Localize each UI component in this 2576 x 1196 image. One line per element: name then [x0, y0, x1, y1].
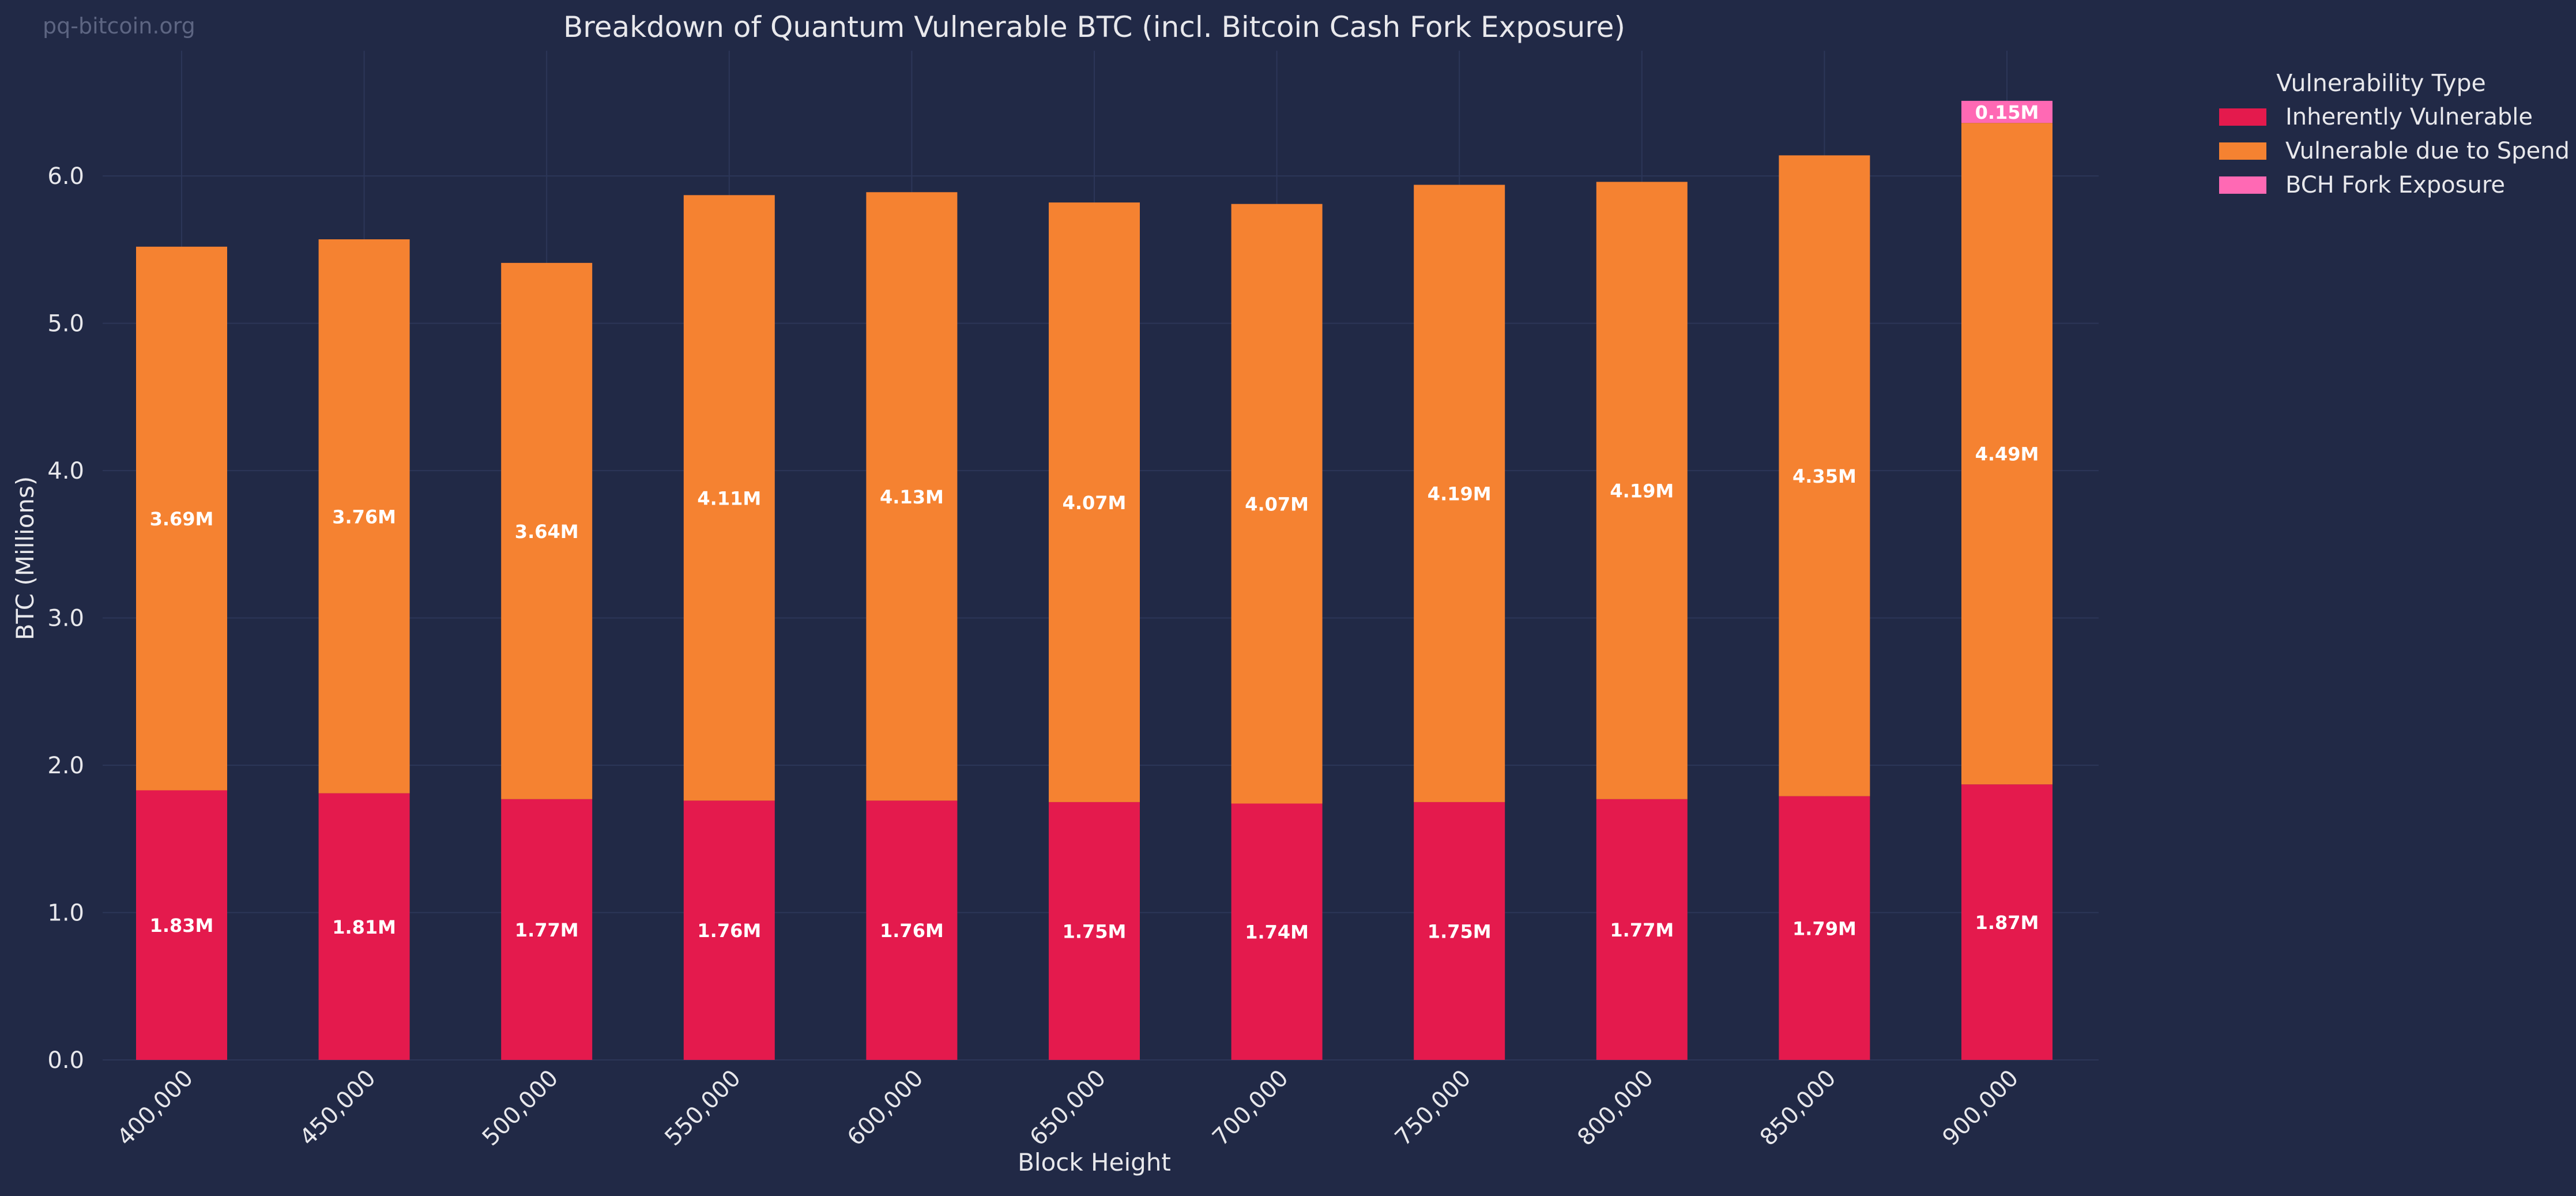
data-label: 1.75M	[1063, 920, 1127, 942]
legend-swatch	[2219, 108, 2266, 126]
y-tick-label: 3.0	[47, 605, 84, 632]
data-label: 1.87M	[1975, 912, 2039, 934]
data-label: 0.15M	[1975, 101, 2039, 123]
bar-segment	[1961, 123, 2052, 785]
data-label: 1.76M	[697, 920, 761, 942]
bars	[136, 100, 2052, 1060]
bar-segment	[1596, 182, 1688, 799]
legend-entry-label: Vulnerable due to Spend	[2285, 138, 2570, 164]
bar-segment	[136, 790, 227, 1060]
data-label: 4.11M	[697, 487, 761, 509]
data-label: 1.77M	[1610, 919, 1674, 941]
bar-segment	[1049, 202, 1140, 802]
chart-title: Breakdown of Quantum Vulnerable BTC (inc…	[563, 10, 1625, 44]
bar-segment	[1961, 784, 2052, 1060]
bar-segment	[136, 246, 227, 791]
data-label: 4.07M	[1063, 492, 1127, 514]
data-label: 1.75M	[1428, 920, 1492, 942]
y-axis-label: BTC (Millions)	[11, 476, 39, 641]
bar-segment	[1049, 802, 1140, 1060]
bar-segment	[1231, 204, 1323, 804]
legend-swatch	[2219, 176, 2266, 194]
legend-entry-label: Inherently Vulnerable	[2285, 104, 2533, 130]
bar-segment	[683, 195, 775, 801]
bar-segment	[1414, 802, 1505, 1060]
data-label: 1.77M	[515, 919, 579, 941]
data-label: 1.76M	[880, 920, 944, 942]
y-axis: 0.0 1.0 2.0 3.0 4.0 5.0 6.0	[47, 163, 84, 1074]
data-label: 4.49M	[1975, 443, 2039, 465]
legend-entry-label: BCH Fork Exposure	[2285, 172, 2505, 198]
y-tick-label: 0.0	[47, 1047, 84, 1074]
y-tick-label: 5.0	[47, 311, 84, 337]
data-label: 1.83M	[150, 915, 214, 937]
data-label: 1.74M	[1245, 922, 1309, 943]
y-tick-label: 2.0	[47, 753, 84, 779]
data-label: 4.07M	[1245, 494, 1309, 516]
legend: Vulnerability Type Inherently Vulnerable…	[2219, 69, 2570, 198]
data-label: 3.69M	[150, 508, 214, 530]
bar-segment	[501, 799, 593, 1060]
data-label: 1.79M	[1792, 917, 1856, 939]
bar-segment	[1414, 185, 1505, 802]
data-label: 4.35M	[1792, 465, 1856, 487]
watermark: pq-bitcoin.org	[43, 13, 195, 39]
data-label: 3.76M	[332, 506, 396, 528]
bar-segment	[1779, 796, 1870, 1060]
data-label: 4.19M	[1610, 480, 1674, 502]
y-tick-label: 4.0	[47, 458, 84, 484]
y-tick-label: 6.0	[47, 163, 84, 190]
bar-segment	[318, 793, 410, 1060]
bar-segment	[318, 239, 410, 793]
data-label: 3.64M	[515, 521, 579, 543]
bar-segment	[1231, 803, 1323, 1060]
legend-title: Vulnerability Type	[2276, 69, 2486, 97]
bar-segment	[866, 800, 958, 1060]
bar-segment	[866, 192, 958, 801]
bar-segment	[501, 262, 593, 799]
data-label: 1.81M	[332, 916, 396, 938]
y-tick-label: 1.0	[47, 900, 84, 927]
bar-segment	[1779, 155, 1870, 796]
data-label: 4.13M	[880, 486, 944, 508]
legend-swatch	[2219, 142, 2266, 160]
x-axis-label: Block Height	[1018, 1148, 1171, 1176]
bar-segment	[683, 800, 775, 1060]
bar-segment	[1961, 100, 2052, 123]
bar-segment	[1596, 799, 1688, 1060]
data-label: 4.19M	[1428, 483, 1492, 505]
data-labels: 1.83M 3.69M 1.81M 3.76M 1.77M 3.64M 1.76M 4.11M…	[150, 101, 2039, 943]
